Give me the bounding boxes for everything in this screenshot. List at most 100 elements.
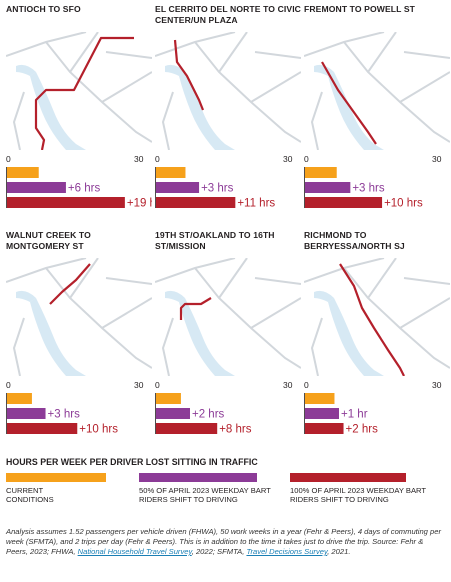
legend-label-current: CURRENT CONDITIONS [6,486,54,504]
legend-swatch-50pct [139,473,257,482]
axis-tick-30: 30 [134,154,144,164]
freeway-line [105,277,152,285]
freeway-line [155,32,236,57]
bar-current [305,167,337,178]
bar-label: +3 hrs [48,409,81,421]
freeway-line [12,317,25,376]
panel-6: RICHMOND TO BERRYESSA/NORTH SJ 0 30 +1 hr +2… [304,230,450,442]
bay-water-north [16,290,36,302]
bart-route-line [339,263,405,376]
bay-water [30,298,86,376]
legend-item-100pct: 100% OF APRIL 2023 WEEKDAY BART RIDERS S… [290,473,440,504]
bay-water [179,298,235,376]
bar-current [7,393,32,404]
bar-50pct [305,182,351,193]
freeway-line [45,267,152,369]
freeway-line [304,32,385,57]
route-map [155,258,301,376]
axis-tick-0: 0 [304,380,309,390]
bar-current [156,393,181,404]
freeway-line [218,32,248,73]
freeway-line [367,32,397,73]
freeway-line [250,297,301,329]
bay-water-north [165,64,185,76]
bar-50pct [7,408,46,419]
travel-decisions-link[interactable]: Travel Decisions Survey [246,547,328,556]
panel-3: FREMONT TO POWELL ST 0 30 +3 hrs +10 hrs [304,4,450,216]
freeway-line [161,91,174,150]
bar-current [156,167,186,178]
freeway-line [310,91,323,150]
bar-label: +19 hrs [127,198,152,210]
panel-1: ANTIOCH TO SFO 0 30 +6 hrs +19 hrs [6,4,152,216]
bar-50pct [305,408,339,419]
bar-100pct [156,197,236,208]
footnote-text-1: Analysis assumes 1.52 passengers per veh… [6,527,441,556]
footnote: Analysis assumes 1.52 passengers per veh… [6,527,446,557]
axis-tick-0: 0 [155,154,160,164]
bar-label: +10 hrs [79,424,118,436]
bar-100pct [7,197,125,208]
panel-title: 19TH ST/OAKLAND TO 16TH ST/MISSION [155,230,275,251]
bar-group: +2 hrs +8 hrs [155,393,252,436]
freeway-line [101,71,152,103]
bar-100pct [305,197,383,208]
panel-2: EL CERRITO DEL NORTE TO CIVIC CENTER/UN … [155,4,301,216]
bar-label: +3 hrs [201,183,234,195]
bar-current [305,393,335,404]
bar-group: +3 hrs+11 hrs [155,167,275,210]
bar-50pct [7,182,66,193]
freeway-line [254,277,301,285]
panel-title: EL CERRITO DEL NORTE TO CIVIC CENTER/UN … [155,4,301,25]
route-map [304,258,450,376]
bar-group: +3 hrs +10 hrs [304,167,423,210]
panel-title: WALNUT CREEK TO MONTGOMERY ST [6,230,91,251]
axis-tick-30: 30 [432,154,442,164]
footnote-text-2: , 2022; SFMTA, [191,547,247,556]
freeway-line [161,317,174,376]
footnote-text-3: , 2021. [327,547,351,556]
bay-water [328,72,384,150]
bar-group: +3 hrs +10 hrs [6,393,118,436]
axis-tick-30: 30 [283,380,293,390]
bar-current [7,167,39,178]
bar-group: +1 hr +2 hrs [304,393,378,436]
bar-100pct [156,423,218,434]
freeway-line [6,32,87,57]
freeway-line [194,41,301,143]
axis-tick-30: 30 [432,380,442,390]
axis-tick-0: 0 [155,380,160,390]
freeway-line [367,258,397,299]
legend-swatch-100pct [290,473,406,482]
route-map [304,32,450,150]
axis-tick-0: 0 [6,154,11,164]
bar-100pct [305,423,344,434]
bar-label: +11 hrs [237,198,275,210]
bar-label: +2 hrs [192,409,225,421]
freeway-line [45,41,152,143]
bar-50pct [156,182,200,193]
route-map [155,32,301,150]
freeway-line [399,71,450,103]
legend-swatch-current [6,473,106,482]
freeway-line [6,258,87,283]
freeway-line [69,32,99,73]
axis-tick-0: 0 [304,154,309,164]
panel-title: FREMONT TO POWELL ST [304,4,416,14]
bart-route-line [173,39,205,111]
bar-label: +1 hr [341,409,368,421]
legend-item-current: CURRENT CONDITIONS [6,473,116,504]
bar-label: +6 hrs [68,183,101,195]
bar-label: +10 hrs [384,198,423,210]
legend-label-100pct: 100% OF APRIL 2023 WEEKDAY BART RIDERS S… [290,486,426,504]
axis-tick-30: 30 [283,154,293,164]
bay-water-north [165,290,185,302]
route-map [6,258,152,376]
freeway-line [343,267,450,369]
freeway-line [69,258,99,299]
panel-5: 19TH ST/OAKLAND TO 16TH ST/MISSION 0 30 +2 … [155,230,301,442]
bart-route-line [49,263,91,305]
nhts-link[interactable]: National Household Travel Survey [77,547,192,556]
freeway-line [399,297,450,329]
freeway-line [403,51,450,59]
